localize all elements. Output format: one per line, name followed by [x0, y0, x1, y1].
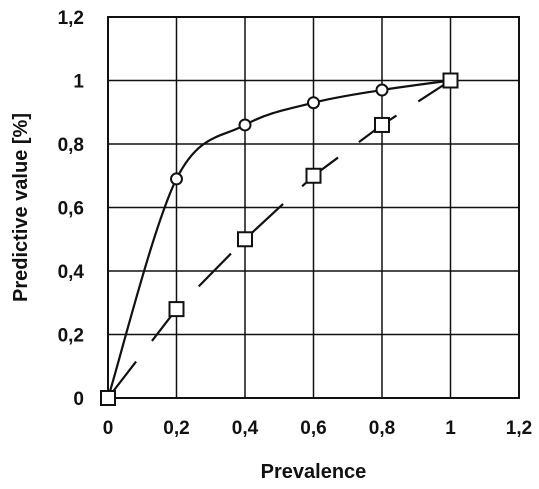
square-marker: [168, 301, 185, 318]
circle-marker: [307, 96, 320, 110]
x-tick-label: 1: [445, 418, 456, 439]
y-tick-label: 0: [73, 389, 84, 410]
square-marker: [237, 231, 253, 248]
y-tick-labels: 0 0,2 0,4 0,6 0,8 1 1,2: [58, 8, 85, 410]
x-tick-label: 0,4: [232, 418, 259, 439]
x-tick-label: 0: [103, 418, 114, 439]
y-tick-label: 1,2: [58, 8, 84, 29]
series-circle: [101, 74, 457, 405]
y-tick-label: 0,4: [58, 262, 85, 283]
series-line: [106, 79, 451, 399]
y-tick-label: 1: [73, 72, 84, 93]
square-marker: [305, 167, 322, 184]
circle-marker: [238, 118, 252, 132]
series-square: [100, 72, 459, 406]
series-layer: [100, 72, 459, 406]
series-line: [107, 79, 452, 399]
square-marker: [442, 72, 459, 89]
x-tick-label: 0,6: [300, 418, 326, 439]
x-tick-label: 0,8: [369, 418, 395, 439]
x-tick-labels: 0 0,2 0,4 0,6 0,8 1 1,2: [103, 418, 533, 439]
y-tick-label: 0,2: [58, 326, 84, 347]
x-tick-label: 0,2: [163, 418, 189, 439]
x-tick-label: 1,2: [506, 418, 532, 439]
circle-marker: [170, 172, 183, 186]
y-tick-label: 0,8: [58, 135, 84, 156]
square-marker: [374, 116, 390, 133]
y-tick-label: 0,6: [58, 199, 84, 220]
square-marker: [100, 390, 116, 406]
plot-frame: [107, 16, 520, 399]
circle-marker: [375, 83, 389, 97]
x-axis-title: Prevalence: [261, 461, 367, 483]
y-axis-title: Predictive value [%]: [10, 113, 32, 302]
